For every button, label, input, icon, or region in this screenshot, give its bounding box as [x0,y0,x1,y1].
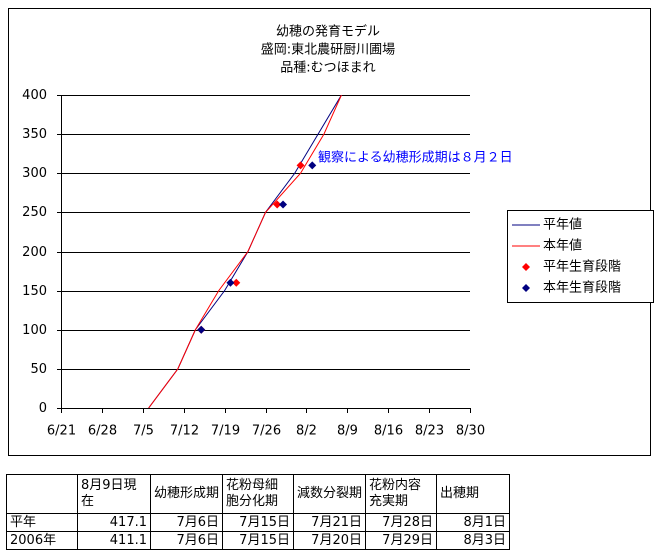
data-point [279,200,288,209]
y-tick-label: 250 [22,205,47,220]
x-tick-label: 8/16 [374,424,403,439]
table-cell: 8月3日 [436,531,510,550]
x-tick-label: 7/5 [133,424,154,439]
table-cell: 7月15日 [222,513,294,532]
table-cell: 7月20日 [293,531,366,550]
header-cell: 花粉母細胞分化期 [222,474,294,514]
y-tick-label: 200 [22,245,47,260]
legend-label: 平年値 [543,217,582,233]
y-tick-label: 0 [39,401,47,416]
x-tick-label: 7/12 [170,424,199,439]
x-tick-label: 8/30 [456,424,485,439]
header-cell: 減数分裂期 [293,474,366,514]
chart-title: 盛岡:東北農研厨川圃場 [261,42,395,58]
table-cell: 7月21日 [293,513,366,532]
chart-title: 幼穂の発育モデル [276,24,380,40]
y-tick-label: 350 [22,127,47,142]
header-row: 8月9日現在 幼穂形成期 花粉母細胞分化期 減数分裂期 花粉内容充実期 出穂期 [6,474,510,514]
legend-label: 平年生育段階 [543,259,621,275]
table-cell: 7月29日 [365,531,437,550]
chart-title: 品種:むつほまれ [280,60,375,76]
header-cell: 8月9日現在 [77,474,151,514]
x-tick-label: 8/2 [296,424,317,439]
x-tick-label: 7/19 [211,424,240,439]
legend-box [507,210,654,303]
x-tick-label: 6/21 [47,424,76,439]
legend-label: 本年生育段階 [543,280,621,296]
header-cell: 出穂期 [436,474,510,514]
y-tick-label: 300 [22,166,47,181]
legend-marker [522,263,530,271]
table-cell: 411.1 [77,531,151,550]
data-table: 8月9日現在 幼穂形成期 花粉母細胞分化期 減数分裂期 花粉内容充実期 出穂期 平年 417.… [6,474,510,550]
table-cell: 7月6日 [150,513,223,532]
table-cell: 7月6日 [150,531,223,550]
y-tick-label: 50 [30,362,47,377]
y-tick-label: 400 [22,88,47,103]
series-line [148,95,342,408]
data-point [232,278,241,287]
table-cell: 平年 [6,513,78,532]
y-tick-label: 100 [22,323,47,338]
data-point [296,161,305,170]
x-tick-label: 6/28 [88,424,117,439]
table-cell: 7月15日 [222,531,294,550]
x-tick-label: 8/23 [415,424,444,439]
data-point [197,325,206,334]
header-cell: 花粉内容充実期 [365,474,437,514]
table-row: 2006年 411.1 7月6日 7月15日 7月20日 7月29日 8月3日 [6,531,510,550]
header-cell: 幼穂形成期 [150,474,223,514]
data-point [226,278,235,287]
table-cell: 2006年 [6,531,78,550]
x-tick-label: 7/26 [252,424,281,439]
table-cell: 7月28日 [365,513,437,532]
table-cell: 8月1日 [436,513,510,532]
data-point [308,161,317,170]
table-row: 平年 417.1 7月6日 7月15日 7月21日 7月28日 8月1日 [6,513,510,532]
annotation: 観察による幼穂形成期は８月２日 [318,151,513,166]
data-point [273,200,282,209]
y-tick-label: 150 [22,284,47,299]
legend-marker [522,284,530,292]
legend-label: 本年値 [543,238,582,254]
table-cell: 417.1 [77,513,151,532]
header-cell [6,474,78,514]
x-tick-label: 8/9 [337,424,358,439]
